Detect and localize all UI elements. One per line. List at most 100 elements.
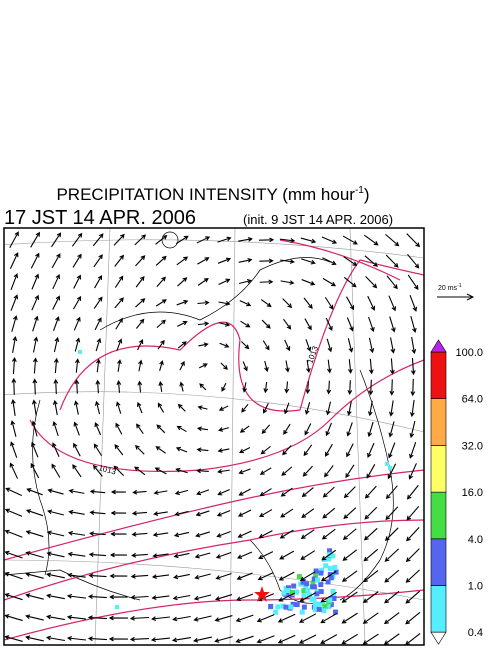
wind-arrow: [299, 592, 316, 602]
wind-arrow: [195, 531, 210, 538]
wind-arrow: [406, 527, 420, 542]
wind-arrow: [152, 553, 169, 558]
wind-arrow: [46, 593, 65, 600]
wind-arrow: [25, 593, 44, 600]
rain-cell: [310, 580, 316, 586]
wind-arrow: [72, 253, 82, 268]
wind-arrow: [4, 550, 23, 559]
wind-arrow: [25, 551, 44, 559]
wind-arrow: [366, 464, 376, 479]
wind-arrow: [116, 380, 122, 393]
wind-arrow: [53, 336, 60, 353]
wind-arrow: [94, 400, 101, 415]
wind-arrow: [389, 358, 395, 375]
rain-cell: [316, 601, 322, 607]
wind-arrow: [218, 301, 231, 306]
wind-arrow: [322, 507, 336, 519]
wind-arrow: [32, 378, 38, 395]
wind-arrow: [114, 275, 124, 288]
wind-arrow: [285, 360, 290, 373]
wind-arrow: [408, 463, 417, 480]
wind-arrow: [11, 315, 18, 332]
rain-cell: [115, 605, 119, 609]
wind-arrow: [175, 446, 188, 453]
wind-arrow: [4, 614, 23, 622]
colorbar-segment: [430, 445, 447, 493]
wind-arrow: [174, 489, 189, 496]
wind-arrow: [74, 337, 81, 352]
wind-arrow: [155, 446, 166, 454]
rain-cell: [314, 591, 320, 597]
rain-cell: [268, 603, 274, 609]
wind-arrow: [217, 257, 232, 264]
wind-arrow: [157, 339, 165, 350]
wind-arrow: [218, 405, 229, 411]
rain-cell: [316, 606, 322, 612]
wind-arrow: [135, 298, 146, 308]
colorbar-segment: [430, 351, 447, 400]
wind-arrow: [74, 379, 80, 394]
rain-cell: [323, 563, 329, 569]
colorbar-over: [430, 339, 447, 353]
wind-arrow: [384, 548, 399, 562]
wind-arrow: [155, 255, 167, 266]
wind-arrow: [158, 380, 164, 393]
rain-cell: [290, 601, 296, 607]
wind-arrow: [325, 317, 333, 332]
wind-arrow: [368, 337, 375, 354]
rain-cell: [273, 609, 279, 615]
wind-arrow: [304, 318, 312, 331]
wind-arrow: [52, 295, 61, 310]
rain-cell: [301, 593, 307, 599]
wind-arrow: [52, 399, 58, 416]
wind-arrow: [284, 381, 290, 394]
wind-arrow: [135, 275, 145, 288]
wind-arrow: [9, 231, 19, 248]
wind-arrow: [341, 612, 358, 624]
wind-arrow: [198, 342, 209, 348]
wind-arrow: [31, 399, 37, 416]
rain-cell: [299, 609, 305, 615]
rain-cell: [285, 588, 291, 594]
wind-arrow: [320, 634, 338, 644]
wind-arrow: [72, 464, 82, 478]
wind-arrow: [258, 530, 273, 539]
wind-arrow: [179, 381, 185, 392]
wind-arrow: [347, 338, 354, 353]
wind-arrow: [88, 552, 107, 558]
wind-arrow: [343, 507, 357, 520]
wind-arrow: [238, 488, 251, 496]
rain-cell: [325, 579, 331, 585]
wind-arrow: [32, 336, 39, 353]
wind-arrow: [45, 635, 65, 642]
wind-arrow: [175, 467, 188, 474]
wind-arrow: [320, 612, 338, 624]
wind-arrow: [73, 274, 81, 289]
wind-arrow: [195, 510, 210, 517]
wind-arrow: [215, 572, 232, 580]
colorbar-label: 64.0: [462, 394, 483, 406]
wind-arrow: [156, 276, 166, 287]
wind-arrow: [151, 616, 170, 622]
wind-arrow: [277, 634, 296, 644]
wind-arrow: [74, 358, 80, 373]
wind-arrow: [10, 398, 16, 416]
wind-arrow: [283, 423, 291, 435]
wind-arrow: [94, 274, 103, 289]
wind-arrow: [346, 296, 355, 311]
wind-arrow: [89, 489, 106, 495]
wind-scale-label: 20 ms-1: [438, 283, 462, 292]
wind-arrow: [95, 358, 101, 373]
wind-arrow: [153, 490, 168, 495]
wind-arrow: [411, 336, 417, 355]
wind-arrow: [278, 592, 295, 602]
wind-arrow: [283, 402, 290, 415]
wind-arrow: [193, 594, 212, 601]
wind-arrow: [175, 235, 189, 245]
wind-arrow: [4, 635, 23, 642]
wind-arrow: [109, 594, 128, 600]
wind-arrow: [385, 485, 398, 500]
wind-arrow: [261, 424, 271, 434]
rain-cell: [322, 604, 328, 610]
wind-arrow: [154, 467, 167, 475]
